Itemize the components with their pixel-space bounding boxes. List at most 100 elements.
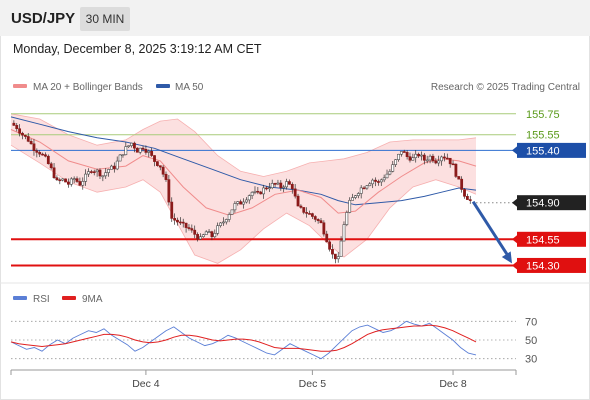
candle-body <box>313 216 317 220</box>
candle-body <box>52 167 56 178</box>
forecast-arrow-shaft <box>471 200 511 259</box>
candle-body <box>167 179 171 203</box>
candle-body <box>465 196 469 200</box>
bollinger-band <box>11 113 476 264</box>
candle-body <box>121 154 125 156</box>
timeframe-badge[interactable]: 30 MIN <box>80 7 130 31</box>
level-pointer-154.30 <box>512 261 517 270</box>
candle-body <box>21 132 24 136</box>
level-pointer-154.55 <box>512 235 517 244</box>
rsi-9ma-line <box>10 324 477 352</box>
candle-body <box>23 134 27 137</box>
candle-body <box>104 172 108 177</box>
candle-body <box>64 178 67 183</box>
candle-body <box>222 221 225 224</box>
candle-body <box>44 154 47 157</box>
candle-body <box>460 178 464 190</box>
candle-body <box>405 152 409 157</box>
candle-body <box>354 195 357 198</box>
candle-body <box>204 231 208 236</box>
level-box-155.40 <box>517 142 586 158</box>
candle-body <box>38 152 42 155</box>
candle-body <box>153 155 156 162</box>
candle-body <box>67 181 70 185</box>
candle-body <box>236 201 240 204</box>
candle-body <box>402 151 406 153</box>
chart-datetime: Monday, December 8, 2025 3:19:12 AM CET <box>13 42 262 56</box>
candle-body <box>282 186 286 189</box>
candle-body <box>193 229 197 235</box>
ma50-legend-swatch <box>156 84 170 88</box>
candle-body <box>89 171 93 173</box>
candle-body <box>184 222 188 228</box>
candle-body <box>201 234 205 238</box>
rsi-line <box>10 320 477 360</box>
candle-body <box>35 150 39 153</box>
candle-body <box>454 163 458 177</box>
candle-body <box>417 153 420 157</box>
candle-body <box>95 169 99 173</box>
candle-body <box>72 178 76 180</box>
level-box-154.30 <box>517 257 586 273</box>
candle-body <box>305 212 309 214</box>
ma20-legend-swatch <box>13 84 27 88</box>
candle-body <box>112 165 116 170</box>
candle-body <box>141 147 145 150</box>
candle-body <box>46 155 50 165</box>
candle-body <box>133 142 136 149</box>
candle-body <box>451 163 455 166</box>
candle-body <box>250 191 254 196</box>
candle-body <box>107 169 110 173</box>
candle-body <box>58 179 62 182</box>
candle-body <box>75 178 79 182</box>
candle-body <box>199 236 202 240</box>
candle-body <box>445 157 449 160</box>
candle-body <box>259 191 263 195</box>
candle-body <box>299 205 303 208</box>
candle-body <box>362 187 366 190</box>
candle-body <box>242 201 245 205</box>
candle-body <box>144 148 148 153</box>
candle-body <box>345 212 349 225</box>
candle-body <box>342 224 346 242</box>
candle-body <box>207 231 211 233</box>
candle-body <box>87 171 90 175</box>
candle-body <box>124 146 128 155</box>
level-label-154.30: 154.30 <box>526 260 560 272</box>
candle-body <box>135 147 139 153</box>
candle-body <box>293 188 297 197</box>
candle-body <box>385 173 389 179</box>
candle-body <box>173 218 177 221</box>
x-tick-label-2: Dec 8 <box>439 378 467 390</box>
candle-body <box>414 153 418 159</box>
level-label-154.55: 154.55 <box>526 234 560 246</box>
candle-body <box>239 201 243 205</box>
candle-body <box>224 219 228 223</box>
rsi-legend-label: RSI <box>33 294 50 305</box>
level-box-154.90 <box>517 195 586 211</box>
candle-body <box>431 155 435 162</box>
candle-body <box>316 219 320 221</box>
candle-body <box>279 182 283 189</box>
candle-body <box>55 177 59 181</box>
candle-body <box>288 181 291 185</box>
ma20-legend-label: MA 20 + Bollinger Bands <box>33 82 143 93</box>
ma50-legend-label: MA 50 <box>175 82 204 93</box>
candle-body <box>227 214 231 220</box>
rsi-tick-50: 50 <box>525 335 537 347</box>
candle-body <box>150 150 154 156</box>
candle-body <box>394 159 398 165</box>
candle-body <box>273 183 277 185</box>
candle-body <box>322 222 326 235</box>
candle-body <box>216 225 220 234</box>
candle-body <box>348 200 352 213</box>
level-pointer-154.90 <box>512 198 517 207</box>
candle-body <box>463 189 466 197</box>
candle-body <box>15 125 19 130</box>
candle-body <box>29 141 33 145</box>
candle-body <box>399 151 403 155</box>
candle-body <box>127 145 131 148</box>
candle-body <box>138 147 142 153</box>
candle-body <box>468 199 472 201</box>
